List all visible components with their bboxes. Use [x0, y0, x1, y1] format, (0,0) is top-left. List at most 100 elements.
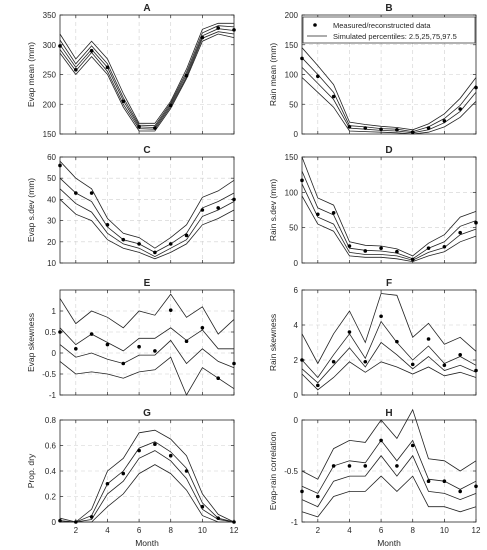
legend: Measured/reconstructed data Simulated per…: [302, 16, 476, 44]
data-point: [395, 249, 399, 254]
x-axis-label: Month: [135, 538, 159, 548]
data-point: [300, 489, 304, 494]
percentile-line-4: [59, 293, 235, 335]
data-point: [347, 125, 352, 129]
data-point: [379, 438, 383, 443]
y-tick-label: 0.6: [45, 442, 57, 451]
x-tick-label: 4: [347, 526, 352, 535]
data-point: [153, 349, 157, 353]
x-tick-label: 8: [411, 526, 416, 535]
percentile-line-4: [59, 429, 235, 523]
data-point: [105, 481, 110, 486]
data-point: [395, 128, 399, 132]
y-tick-label: 0: [52, 518, 57, 527]
data-point: [300, 358, 304, 362]
y-axis-label: Evap-rain correlation: [268, 432, 278, 511]
y-axis-label: Evap skewness: [26, 313, 36, 372]
y-tick-label: 0.2: [45, 493, 57, 502]
percentile-line-1: [59, 33, 235, 132]
data-point: [137, 242, 141, 246]
y-tick-label: 0: [294, 391, 299, 400]
data-point: [331, 211, 336, 215]
data-point: [74, 347, 78, 351]
percentile-line-4: [59, 160, 235, 249]
panel-f: 0 2 4 6 F Rain skewness: [268, 278, 478, 400]
data-point: [426, 246, 431, 250]
data-point: [316, 383, 320, 388]
x-tick-label: 2: [74, 526, 79, 535]
data-point: [379, 314, 383, 319]
y-tick-label: 200: [43, 100, 57, 109]
y-tick-label: 50: [47, 174, 56, 183]
data-point: [105, 342, 110, 347]
axes-box: [59, 289, 235, 396]
data-point: [331, 464, 336, 468]
y-tick-label: 60: [47, 153, 56, 162]
data-point: [426, 479, 431, 484]
percentile-line-4: [301, 293, 477, 365]
y-axis-label: Rain s.dev (mm): [268, 179, 278, 242]
data-point: [316, 494, 320, 499]
data-point: [458, 489, 462, 494]
data-point: [200, 35, 205, 40]
percentile-line-4: [301, 408, 477, 480]
data-point: [232, 361, 236, 366]
data-point: [379, 246, 383, 250]
data-point: [216, 206, 220, 210]
data-point: [458, 352, 462, 357]
data-point: [89, 48, 94, 53]
data-point: [442, 363, 447, 368]
panel-title: D: [385, 145, 392, 156]
x-tick-label: 10: [440, 526, 449, 535]
axes-box: [301, 289, 477, 396]
data-point: [410, 443, 415, 448]
data-point: [153, 126, 157, 130]
data-point: [395, 464, 399, 468]
panel-title: B: [385, 3, 392, 14]
data-point: [58, 518, 62, 523]
percentile-line-2: [59, 339, 235, 369]
data-point: [300, 178, 304, 183]
axes-box: [301, 156, 477, 264]
data-point: [121, 361, 126, 366]
y-tick-label: 0.5: [45, 328, 57, 337]
data-point: [426, 337, 431, 341]
data-point: [74, 520, 78, 524]
legend-label-measured: Measured/reconstructed data: [333, 21, 431, 30]
x-tick-label: 6: [379, 526, 384, 535]
x-tick-label: 8: [169, 526, 174, 535]
data-point: [121, 99, 126, 104]
percentile-line-3: [59, 28, 235, 128]
data-point: [58, 330, 62, 334]
data-point: [458, 230, 462, 235]
data-point: [137, 344, 141, 349]
y-axis-label: Evap mean (mm): [26, 42, 36, 107]
panel-e: -1 -0.5 0 0.5 1 E Evap skewness: [26, 278, 236, 400]
data-point: [58, 163, 62, 168]
percentile-line-2: [301, 67, 477, 134]
data-point: [410, 130, 415, 135]
percentile-line-4: [59, 25, 235, 127]
data-point: [89, 515, 94, 519]
y-tick-label: 0: [294, 416, 299, 425]
y-tick-label: 150: [43, 130, 57, 139]
legend-box: [302, 16, 476, 44]
data-point: [442, 119, 447, 123]
data-point: [137, 125, 141, 129]
data-point: [121, 471, 126, 476]
panel-title: A: [143, 3, 150, 14]
data-point: [200, 326, 205, 330]
y-tick-label: 50: [289, 100, 298, 109]
y-tick-label: 1: [52, 307, 57, 316]
percentile-line-3: [301, 170, 477, 260]
data-point: [89, 191, 94, 195]
percentile-line-1: [301, 77, 477, 135]
data-point: [232, 28, 236, 32]
axes-box: [59, 156, 235, 264]
percentile-line-1: [59, 199, 235, 260]
percentile-line-2: [59, 31, 235, 130]
percentile-line-3: [59, 441, 235, 523]
percentile-line-2: [59, 188, 235, 258]
y-tick-label: 20: [47, 238, 56, 247]
data-point: [153, 442, 157, 447]
